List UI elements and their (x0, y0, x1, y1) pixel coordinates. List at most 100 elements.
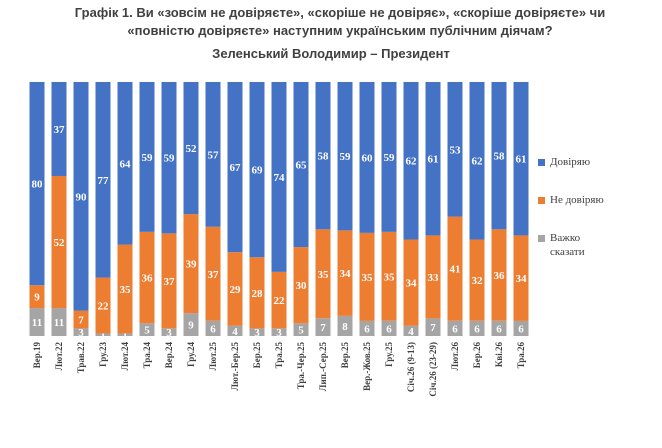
bar-segment (359, 232, 375, 321)
data-label: 36 (142, 273, 154, 285)
bar-segment (139, 231, 155, 324)
bar-segment (29, 285, 45, 309)
bar-segment (161, 233, 177, 329)
bar-segment (249, 257, 265, 329)
legend: Довіряю Не довіряю Важко сказати (538, 155, 648, 283)
x-tick-label: Лют.24 (120, 342, 130, 371)
data-label: 62 (472, 156, 484, 168)
bar-segment (425, 235, 441, 319)
legend-swatch (538, 159, 545, 166)
bar-segment (205, 226, 221, 321)
bar-segment (271, 82, 287, 272)
x-tick-label: Лют.26 (450, 342, 460, 371)
bar-segment (95, 82, 111, 278)
data-label: 58 (494, 151, 506, 163)
bar-segment (293, 82, 309, 248)
data-label: 9 (34, 292, 40, 304)
chart-subtitle: Зеленський Володимир – Президент (212, 46, 450, 61)
bar-segment (381, 320, 397, 336)
data-label: 32 (472, 275, 484, 287)
data-label: 35 (384, 271, 396, 283)
data-label: 69 (252, 165, 264, 177)
data-label: 59 (164, 153, 176, 165)
data-label: 3 (78, 327, 84, 339)
x-tick-label: Тра.-Чер.25 (296, 342, 306, 390)
data-label: 74 (274, 172, 286, 184)
bar-segment (337, 82, 353, 231)
bar-segment (95, 277, 111, 334)
data-label: 9 (188, 320, 194, 332)
bar-segment (73, 328, 89, 336)
data-label: 6 (386, 323, 392, 335)
bar-segment (227, 82, 243, 253)
bar-segment (139, 323, 155, 336)
data-label: 53 (450, 144, 462, 156)
data-label: 52 (186, 143, 198, 155)
bar-segment (403, 82, 419, 240)
data-label: 35 (318, 269, 330, 281)
data-label: 77 (98, 175, 110, 187)
data-label: 3 (276, 327, 282, 339)
data-label: 6 (210, 323, 216, 335)
data-label: 61 (428, 154, 439, 166)
data-label: 41 (450, 264, 461, 276)
data-label: 67 (230, 162, 242, 174)
bar-segment (249, 82, 265, 258)
x-tick-label: Тра.25 (274, 342, 284, 369)
bar-segment (491, 82, 507, 230)
bar-segment (29, 82, 45, 286)
x-tick-label: Вер.24 (164, 342, 174, 369)
x-tick-label: Лют.22 (54, 342, 64, 371)
x-tick-label: Гру.23 (98, 342, 108, 367)
bar-segment (315, 229, 331, 319)
data-label: 7 (430, 322, 436, 334)
bar-segment (29, 308, 45, 336)
legend-label: Довіряю (550, 156, 591, 168)
data-label: 61 (516, 154, 527, 166)
x-tick-label: Тра.24 (142, 342, 152, 369)
data-label: 35 (120, 284, 132, 296)
data-label: 3 (166, 327, 172, 339)
data-label: 34 (406, 278, 418, 290)
x-tick-label: Лют.25 (208, 342, 218, 371)
data-label: 11 (54, 317, 64, 329)
data-label: 6 (496, 323, 502, 335)
data-label: 35 (362, 272, 374, 284)
bar-segment (491, 320, 507, 336)
data-label: 4 (408, 326, 414, 338)
bar-segment (73, 310, 89, 329)
data-label: 64 (120, 158, 132, 170)
bar-segment (271, 271, 287, 329)
bar-segment (51, 175, 67, 309)
data-label: 37 (164, 276, 176, 288)
data-label: 57 (208, 149, 220, 161)
legend-swatch (538, 197, 545, 204)
x-tick-label: Вер.25 (340, 342, 350, 369)
legend-item: Важко сказати (538, 231, 610, 259)
bar-segment (469, 82, 485, 240)
data-label: 6 (452, 323, 458, 335)
bar-segment (183, 214, 199, 314)
bar-segment (183, 82, 199, 215)
data-label: 90 (76, 191, 88, 203)
bar-segment (337, 315, 353, 336)
data-label: 29 (230, 284, 242, 296)
bar-segment (403, 239, 419, 326)
x-tick-label: Лют.-Бер.25 (230, 342, 240, 391)
chart-title: Графік 1. Ви «зовсім не довіряєте», «ско… (74, 5, 606, 38)
bar-segment (447, 82, 463, 217)
bar-segment (293, 323, 309, 336)
data-label: 59 (340, 151, 352, 163)
bar-segment (513, 82, 529, 236)
bar-segment (249, 328, 265, 336)
x-tick-label: Вер.19 (32, 342, 42, 369)
bar-segment (73, 82, 89, 311)
x-tick-label: Гру.25 (384, 342, 394, 367)
data-label: 1 (122, 330, 128, 342)
bar-segment (315, 318, 331, 336)
data-label: 34 (516, 273, 528, 285)
x-tick-label: Січ.26 (23-29) (428, 342, 438, 397)
bar-segment (293, 247, 309, 324)
data-label: 58 (318, 151, 330, 163)
